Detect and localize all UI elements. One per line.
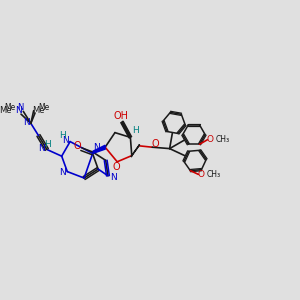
Text: N: N <box>62 136 68 145</box>
Text: O: O <box>152 139 159 149</box>
Polygon shape <box>121 121 131 138</box>
Text: CH₃: CH₃ <box>207 170 221 179</box>
Text: H: H <box>44 140 51 148</box>
Text: Me: Me <box>38 103 49 112</box>
Text: O: O <box>113 162 121 172</box>
Text: O: O <box>73 141 81 152</box>
Polygon shape <box>131 144 140 157</box>
Text: N: N <box>17 103 24 112</box>
Text: N: N <box>23 118 30 127</box>
Text: H: H <box>133 126 140 135</box>
Text: Me: Me <box>32 106 45 115</box>
Text: N: N <box>110 173 117 182</box>
Polygon shape <box>93 145 105 153</box>
Text: H: H <box>59 131 66 140</box>
Text: O: O <box>197 170 204 179</box>
Text: Me: Me <box>0 106 12 115</box>
Text: N: N <box>93 143 100 152</box>
Text: O: O <box>206 135 213 144</box>
Text: N: N <box>59 168 66 177</box>
Text: N: N <box>15 106 22 115</box>
Text: Me: Me <box>4 103 15 112</box>
Text: N: N <box>38 144 45 153</box>
Text: CH₃: CH₃ <box>216 135 230 144</box>
Text: OH: OH <box>113 111 128 122</box>
